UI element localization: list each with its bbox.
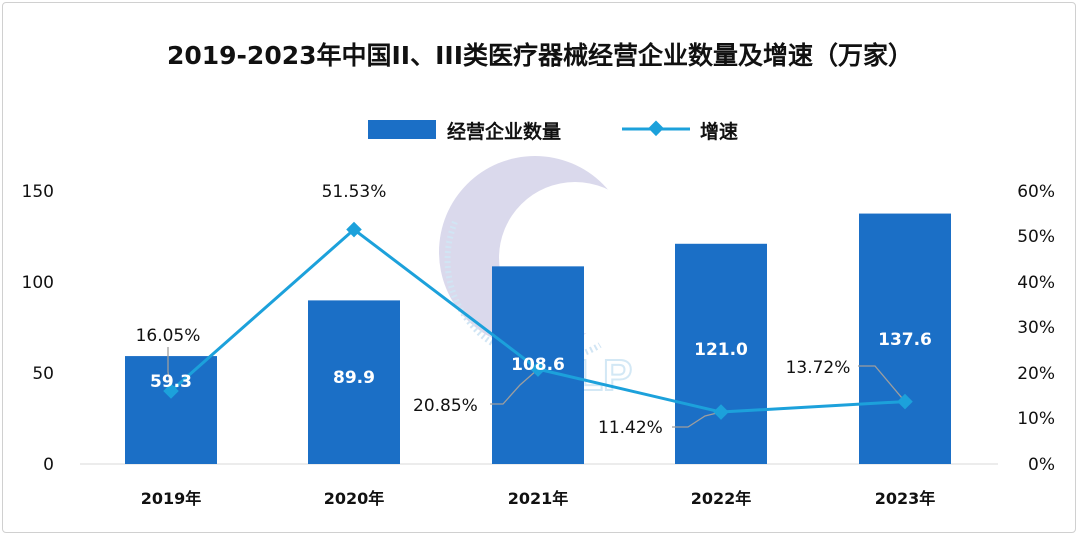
x-tick-2019: 2019年 (141, 489, 202, 508)
y-right-tick-50: 50% (1017, 227, 1055, 247)
y-right-tick-20: 20% (1017, 364, 1055, 384)
bar-value-label-4: 137.6 (878, 330, 932, 350)
chart-title: 2019-2023年中国II、III类医疗器械经营企业数量及增速（万家） (167, 41, 913, 70)
rate-value-label-2: 20.85% (413, 396, 478, 416)
x-tick-2020: 2020年 (324, 489, 385, 508)
y-right-tick-10: 10% (1017, 409, 1055, 429)
bar-1 (308, 300, 400, 464)
bar-4 (859, 213, 951, 464)
label-leader-lines (167, 347, 906, 428)
y-right-tick-30: 30% (1017, 318, 1055, 338)
rate-value-label-1: 51.53% (322, 182, 387, 202)
bar-data-labels: 59.3 89.9 108.6 121.0 137.6 (150, 330, 932, 392)
y-left-tick-0: 0 (43, 455, 54, 475)
x-tick-2023: 2023年 (875, 489, 936, 508)
leader-line-3 (858, 365, 906, 402)
y-left-tick-50: 50 (32, 364, 54, 384)
x-tick-2021: 2021年 (508, 489, 569, 508)
legend-label-line: 增速 (700, 120, 738, 143)
legend: 经营企业数量 增速 (368, 120, 738, 143)
y-right-tick-0: 0% (1028, 455, 1055, 475)
x-tick-2022: 2022年 (691, 489, 752, 508)
bar-value-label-2: 108.6 (511, 355, 565, 375)
legend-swatch-bar (368, 120, 436, 139)
rate-data-labels: 16.05% 51.53% 20.85% 11.42% 13.72% (136, 182, 851, 438)
y-right-tick-60: 60% (1017, 182, 1055, 202)
rate-value-label-3: 11.42% (598, 418, 663, 438)
y-right-tick-40: 40% (1017, 273, 1055, 293)
legend-marker-icon (648, 120, 664, 137)
y-left-tick-150: 150 (22, 182, 54, 202)
growth-marker-1 (346, 221, 362, 238)
legend-label-bar: 经营企业数量 (447, 120, 561, 143)
growth-marker-0 (163, 383, 179, 399)
rate-value-label-0: 16.05% (136, 326, 201, 346)
bar-value-label-1: 89.9 (333, 368, 375, 388)
leader-line-1 (490, 368, 539, 405)
bar-value-label-3: 121.0 (694, 340, 748, 360)
bar-series (125, 213, 951, 464)
y-left-tick-100: 100 (22, 273, 54, 293)
bar-0 (125, 356, 217, 464)
leader-line-2 (672, 411, 722, 428)
bar-value-label-0: 59.3 (150, 372, 192, 392)
rate-value-label-4: 13.72% (786, 358, 851, 378)
bar-3 (675, 243, 767, 464)
